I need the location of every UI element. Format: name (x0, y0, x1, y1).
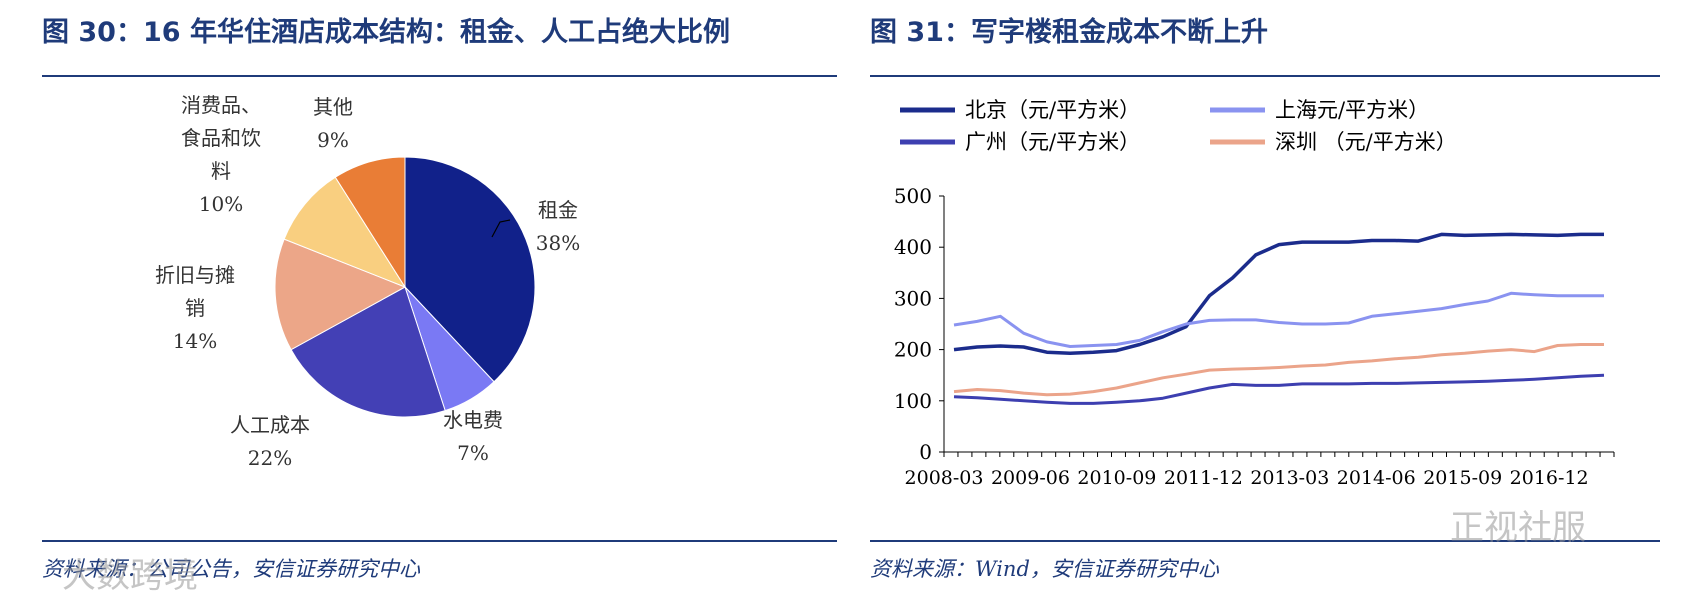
pie-leader-line (491, 219, 511, 238)
x-tick-label: 2009-06 (991, 467, 1070, 489)
legend-label-1: 上海元/平方米） (1275, 98, 1429, 122)
x-tick-label: 2011-12 (1164, 467, 1243, 489)
pie-label-line: 租金 (538, 198, 578, 222)
pie-label-line: 7% (457, 441, 489, 465)
legend-label-2: 广州（元/平方米） (965, 130, 1140, 154)
pie-slice-0 (404, 156, 536, 383)
series-line-2 (953, 373, 1605, 405)
y-tick-label: 400 (894, 235, 932, 259)
pie-slice-3 (274, 238, 407, 351)
left-source-rule (42, 540, 837, 542)
y-tick-label: 0 (919, 440, 932, 464)
pie-label-0: 租金 38% (536, 198, 580, 255)
legend-label-3: 深圳 （元/平方米） (1275, 130, 1457, 154)
right-title-rule (870, 75, 1660, 77)
x-tick-label: 2015-09 (1423, 467, 1502, 489)
left-title-rule (42, 75, 837, 77)
left-source-note: 资料来源：公司公告，安信证券研究中心 (42, 557, 420, 581)
pie-label-line: 料 (211, 159, 231, 183)
pie-slice-2 (290, 286, 446, 418)
pie-label-line: 水电费 (443, 408, 503, 432)
pie-slice-4 (283, 176, 407, 289)
y-tick-label: 500 (894, 184, 932, 208)
pie-label-line: 9% (317, 128, 349, 152)
watermark-left: 大数跨境 (62, 556, 198, 596)
pie-label-line: 14% (173, 329, 217, 353)
pie-label-line: 人工成本 (230, 413, 310, 437)
pie-label-3: 折旧与摊销 14% (155, 263, 235, 353)
y-tick-label: 100 (894, 389, 932, 413)
series-line-0 (953, 232, 1604, 355)
line-chart: 0 100 200 300 400 500 2008-03 2009-06 2010-09 201… (894, 98, 1615, 489)
pie-label-line: 消费品、 (181, 93, 261, 117)
x-tick-label: 2016-12 (1510, 467, 1589, 489)
right-source-note: 资料来源：Wind，安信证券研究中心 (870, 557, 1219, 581)
watermark-right: 正视社服 (1450, 508, 1586, 548)
pie-label-line: 38% (536, 231, 580, 255)
right-panel-title: 图 31：写字楼租金成本不断上升 (870, 17, 1268, 48)
y-tick-label: 300 (894, 286, 932, 310)
right-source-rule (870, 540, 1660, 542)
pie-label-line: 食品和饮 (181, 126, 261, 150)
pie-label-line: 其他 (313, 95, 353, 119)
y-tick-label: 200 (894, 338, 932, 362)
pie-label-5: 其他 9% (313, 95, 353, 152)
legend-label-0: 北京（元/平方米） (965, 98, 1140, 122)
pie-slice-5 (334, 156, 406, 289)
pie-label-2: 人工成本 22% (230, 413, 310, 470)
series-line-1 (953, 291, 1604, 348)
left-panel-title: 图 30：16 年华住酒店成本结构：租金、人工占绝大比例 (42, 17, 730, 48)
pie-chart: 租金 38% 水电费 7% 人工成本 22% 折旧与摊销 14% 消费品、食品和饮料 10% 其他 9… (155, 93, 580, 470)
x-tick-label: 2014-06 (1337, 467, 1416, 489)
pie-label-line: 折旧与摊 (155, 263, 235, 287)
x-tick-label: 2013-03 (1250, 467, 1329, 489)
pie-label-line: 10% (199, 192, 243, 216)
x-tick-label: 2008-03 (905, 467, 984, 489)
x-tick-label: 2010-09 (1077, 467, 1156, 489)
series-line-3 (953, 343, 1604, 397)
pie-label-line: 销 (185, 296, 205, 320)
pie-label-line: 22% (248, 446, 292, 470)
pie-label-4: 消费品、食品和饮料 10% (181, 93, 261, 216)
pie-label-1: 水电费 7% (443, 408, 503, 465)
